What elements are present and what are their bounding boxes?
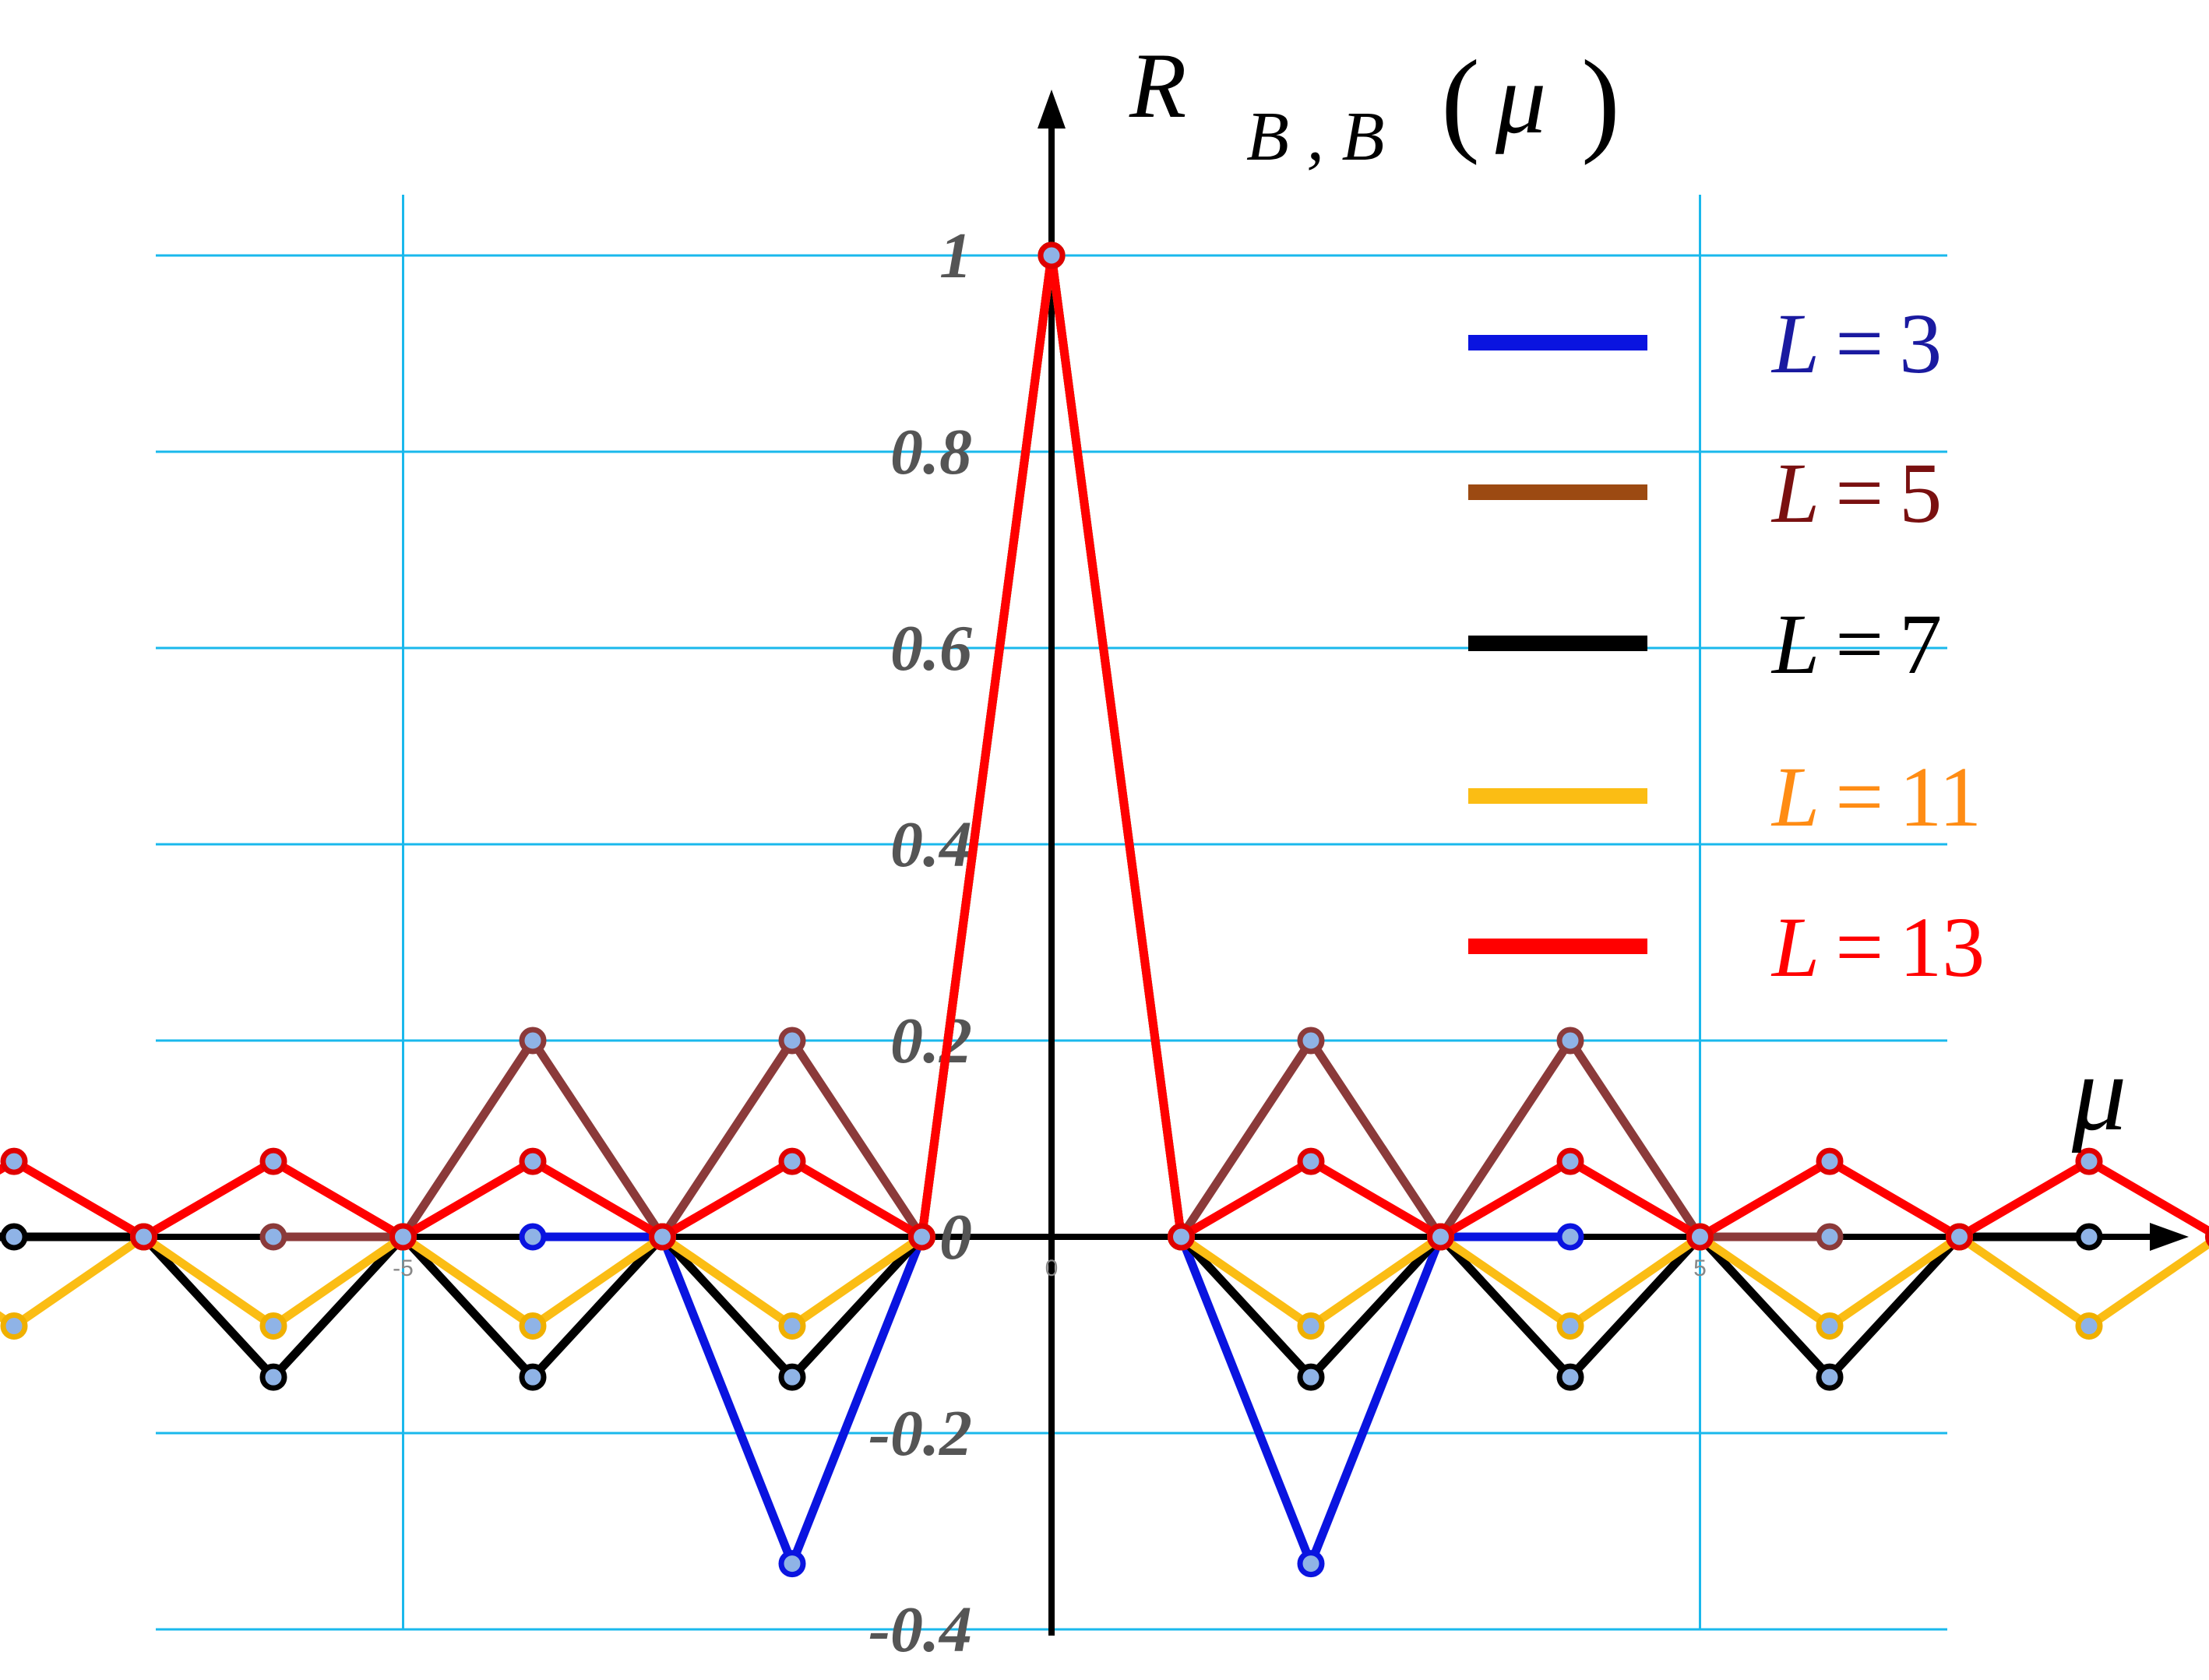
title-argument: μ xyxy=(1495,43,1546,155)
y-tick-label-4: 0.2 xyxy=(890,1005,972,1077)
data-point-s4-8 xyxy=(389,1223,417,1251)
data-point-s2-14 xyxy=(1556,1363,1584,1391)
data-point-s1-2 xyxy=(519,1027,547,1055)
data-point-s4-16 xyxy=(1427,1223,1454,1251)
data-point-s3-17 xyxy=(1556,1312,1584,1340)
y-tick-label-5: 0 xyxy=(939,1201,972,1273)
y-tick-label-0: 1 xyxy=(939,220,972,292)
data-point-s4-9 xyxy=(519,1147,547,1175)
data-point-s3-5 xyxy=(0,1312,28,1340)
data-point-s4-19 xyxy=(1816,1147,1844,1175)
data-point-s0-2 xyxy=(778,1550,806,1578)
data-point-s4-6 xyxy=(130,1223,157,1251)
title-paren-close: ) xyxy=(1581,37,1620,166)
data-point-s4-10 xyxy=(649,1223,676,1251)
data-point-s3-19 xyxy=(1816,1312,1844,1340)
x-tick-label-1: -5 xyxy=(393,1256,414,1281)
legend-label-0: L = 3 xyxy=(1770,296,1942,391)
data-point-s4-5 xyxy=(0,1147,28,1175)
data-point-s1-12 xyxy=(1816,1223,1844,1251)
data-point-s1-8 xyxy=(1297,1027,1325,1055)
data-point-s3-15 xyxy=(1297,1312,1325,1340)
y-tick-label-3: 0.4 xyxy=(890,808,972,881)
x-axis-arrow xyxy=(2150,1223,2189,1251)
data-point-s2-6 xyxy=(519,1363,547,1391)
data-point-s4-7 xyxy=(259,1147,287,1175)
title-main: R xyxy=(1129,33,1186,137)
data-point-s4-15 xyxy=(1297,1147,1325,1175)
data-point-s4-17 xyxy=(1556,1147,1584,1175)
data-point-s2-2 xyxy=(0,1223,28,1251)
y-axis-arrow xyxy=(1038,90,1066,129)
title-paren-open: ( xyxy=(1441,37,1480,166)
data-point-s1-4 xyxy=(778,1027,806,1055)
data-point-s4-18 xyxy=(1686,1223,1714,1251)
legend-label-1: L = 5 xyxy=(1770,446,1942,541)
y-tick-label-2: 0.6 xyxy=(890,612,972,685)
data-point-s2-4 xyxy=(259,1363,287,1391)
data-point-s1-10 xyxy=(1556,1027,1584,1055)
chart-title: R B , B ( μ ) xyxy=(1129,33,1620,175)
data-point-s0-6 xyxy=(1297,1550,1325,1578)
data-point-s2-18 xyxy=(2075,1223,2103,1251)
y-tick-label-6: -0.2 xyxy=(868,1397,972,1470)
data-point-s4-13 xyxy=(1038,241,1066,269)
data-point-s1-0 xyxy=(259,1223,287,1251)
data-point-s4-14 xyxy=(1168,1223,1195,1251)
legend-label-3: L = 11 xyxy=(1770,749,1982,844)
tick-labels: 10.80.60.40.20-0.2-0.4-10-50510 xyxy=(393,220,1707,1666)
data-point-s0-0 xyxy=(519,1223,547,1251)
data-point-s4-12 xyxy=(908,1223,935,1251)
y-tick-label-1: 0.8 xyxy=(890,416,972,488)
data-point-s3-21 xyxy=(2075,1312,2103,1340)
data-point-s3-9 xyxy=(519,1312,547,1340)
y-tick-label-7: -0.4 xyxy=(868,1594,972,1666)
data-point-s2-16 xyxy=(1816,1363,1844,1391)
x-axis-label: μ xyxy=(2071,1033,2126,1153)
legend-label-2: L = 7 xyxy=(1770,597,1942,692)
data-point-s3-11 xyxy=(778,1312,806,1340)
x-tick-label-2: 0 xyxy=(1045,1256,1059,1281)
data-point-s4-21 xyxy=(2075,1147,2103,1175)
data-point-s0-8 xyxy=(1556,1223,1584,1251)
data-point-s2-12 xyxy=(1297,1363,1325,1391)
legend-label-4: L = 13 xyxy=(1770,900,1985,995)
series-4 xyxy=(0,241,2209,1251)
series-line-4 xyxy=(0,251,2209,1242)
x-tick-label-3: 5 xyxy=(1693,1256,1707,1281)
data-point-s4-11 xyxy=(778,1147,806,1175)
data-point-s2-8 xyxy=(778,1363,806,1391)
legend: L = 3 L = 5 L = 7 L = 11 L = 13 xyxy=(1468,296,1985,995)
title-subscript: B , B xyxy=(1246,98,1384,175)
plot-area xyxy=(0,241,2209,1578)
data-point-s3-7 xyxy=(259,1312,287,1340)
data-point-s4-20 xyxy=(1946,1223,1973,1251)
